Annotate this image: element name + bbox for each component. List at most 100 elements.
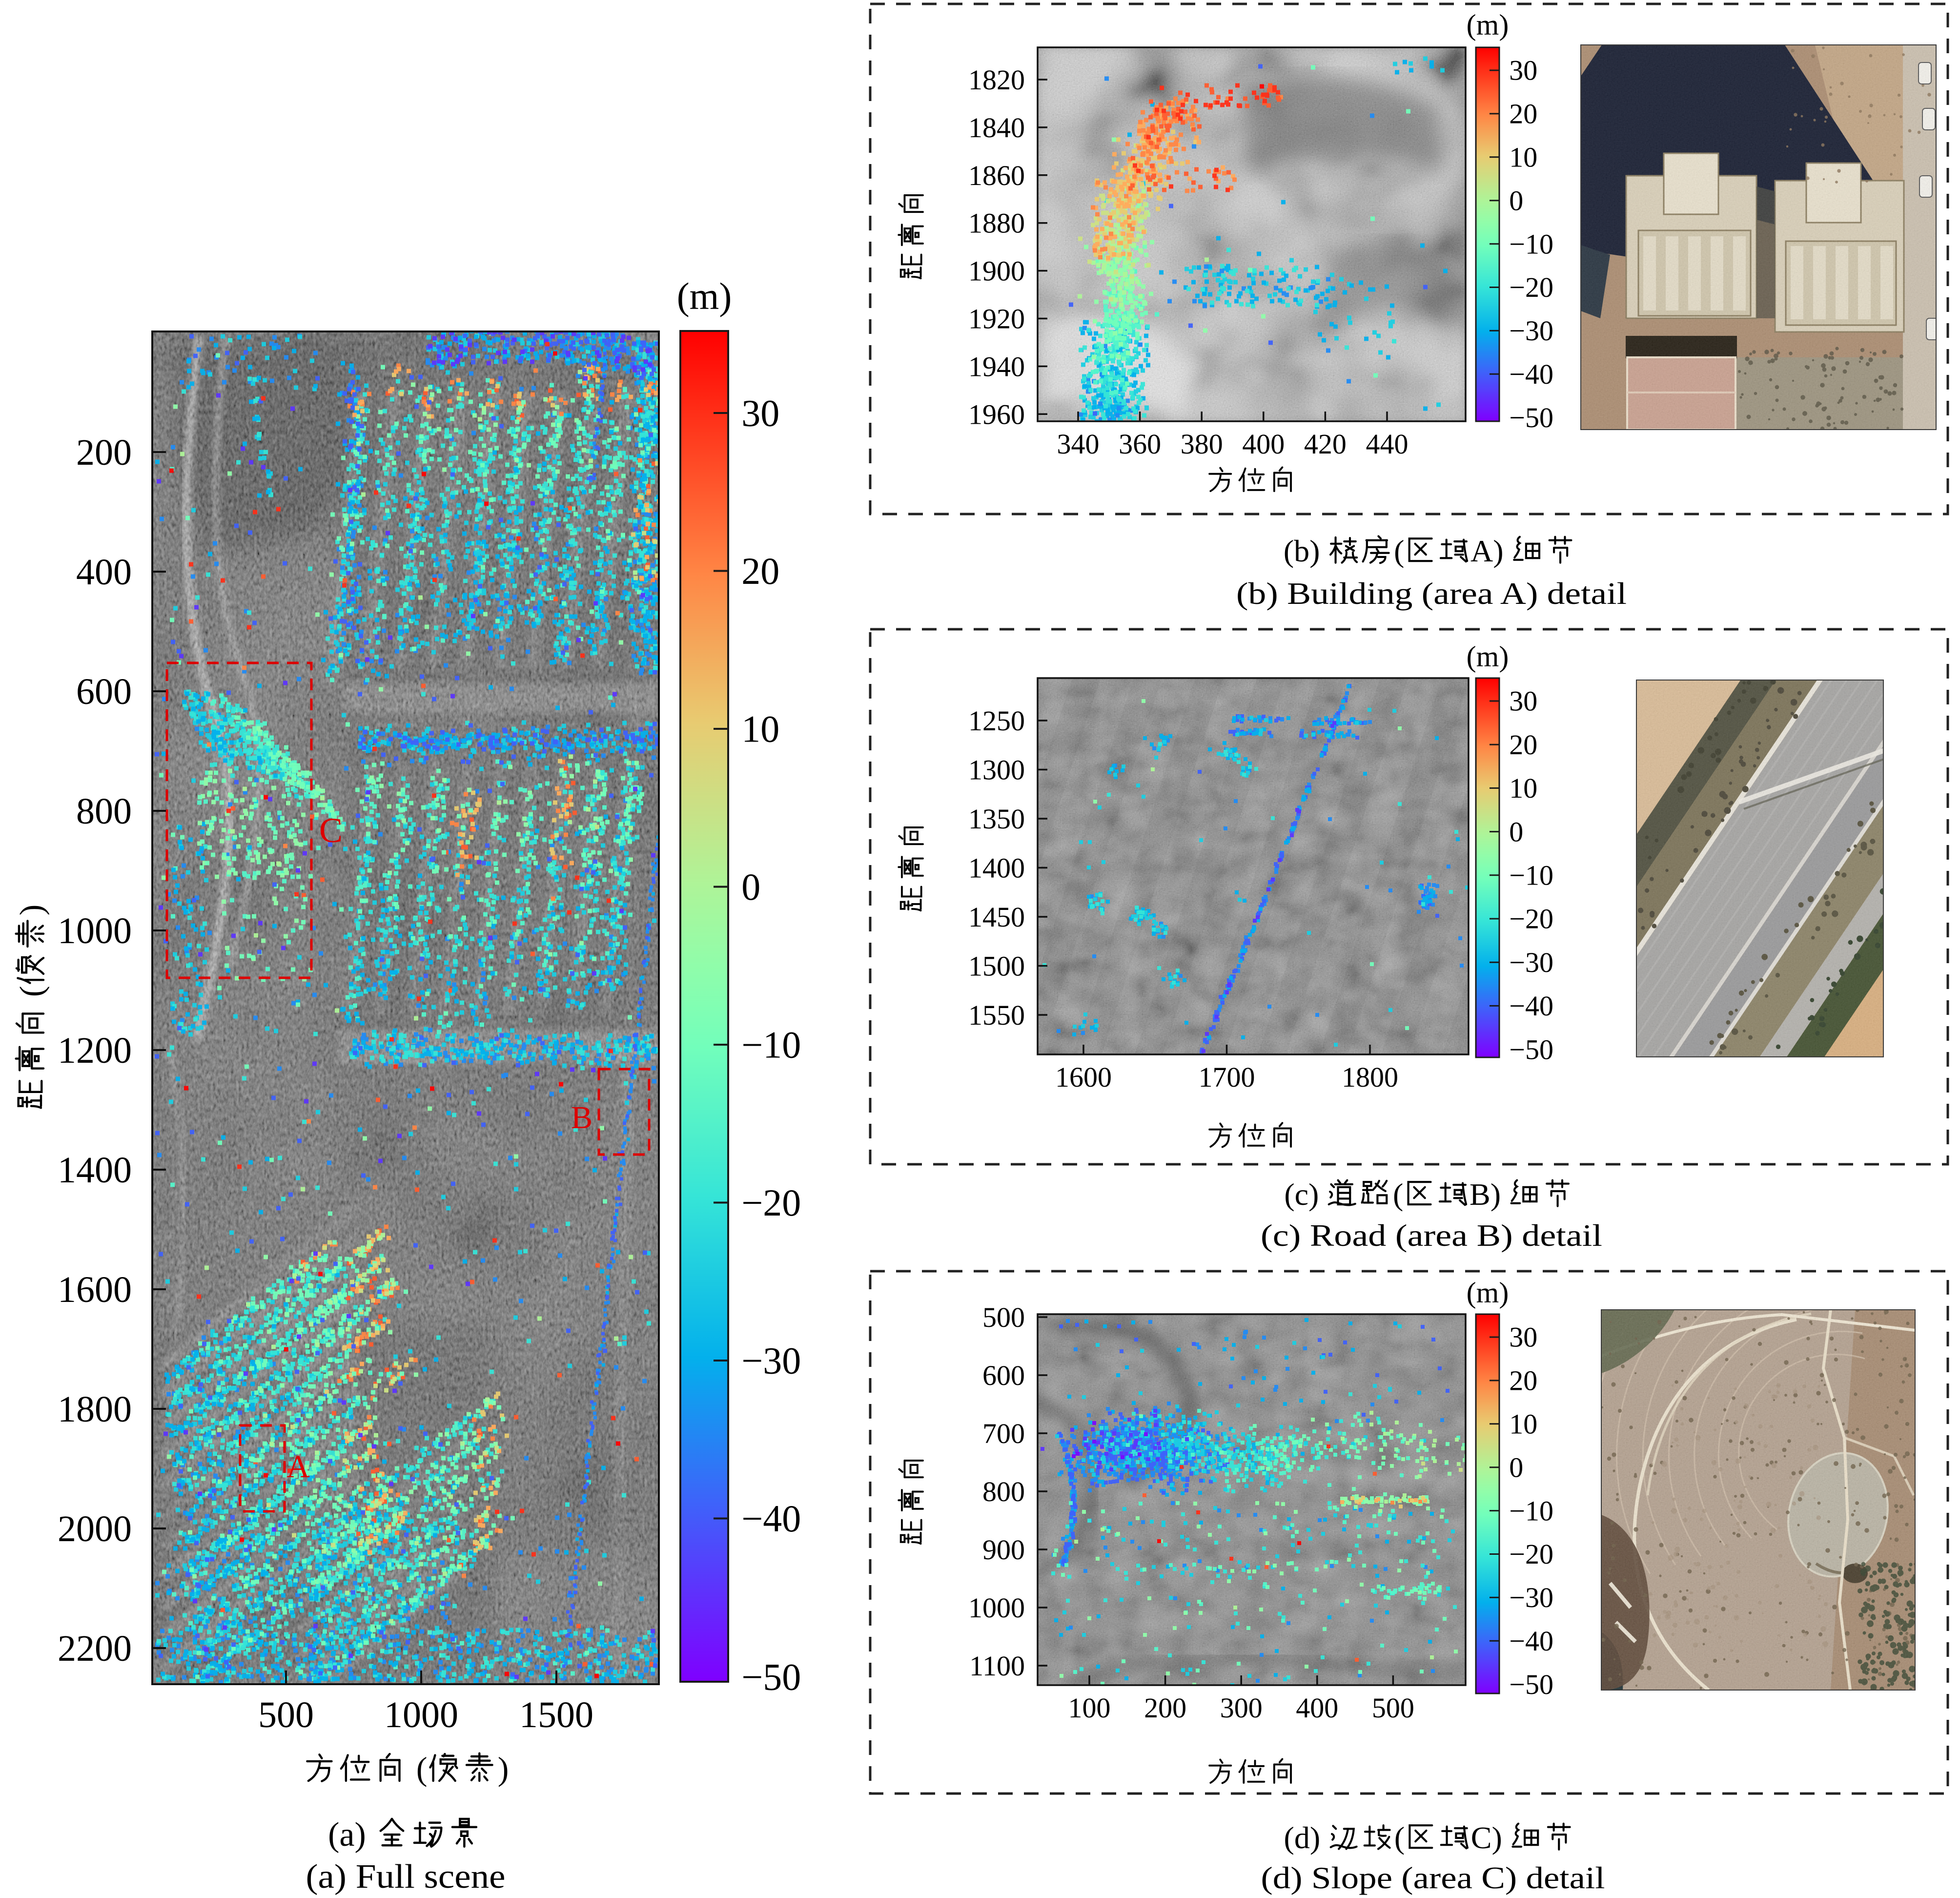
svg-text:(: ( xyxy=(408,1750,428,1787)
svg-text:500: 500 xyxy=(1372,1692,1414,1724)
svg-text:−10: −10 xyxy=(1509,1495,1553,1527)
svg-text:30: 30 xyxy=(1509,685,1537,717)
svg-text:−30: −30 xyxy=(1509,315,1553,347)
svg-text:(: ( xyxy=(13,986,50,1005)
svg-text:1550: 1550 xyxy=(968,999,1025,1031)
svg-text:200: 200 xyxy=(1144,1692,1186,1724)
svg-text:(d): (d) xyxy=(1284,1820,1328,1855)
svg-text:400: 400 xyxy=(1242,428,1285,460)
svg-text:1300: 1300 xyxy=(968,754,1025,786)
svg-text:(b) Building (area A) detail: (b) Building (area A) detail xyxy=(1236,576,1627,611)
svg-text:420: 420 xyxy=(1304,428,1347,460)
svg-text:(: ( xyxy=(1393,1177,1403,1212)
svg-text:300: 300 xyxy=(1220,1692,1263,1724)
svg-text:−50: −50 xyxy=(741,1656,801,1698)
svg-text:1100: 1100 xyxy=(969,1650,1025,1682)
svg-text:1500: 1500 xyxy=(519,1694,593,1735)
svg-text:(a): (a) xyxy=(328,1816,374,1854)
svg-text:1920: 1920 xyxy=(968,303,1025,335)
svg-text:360: 360 xyxy=(1119,428,1161,460)
svg-text:1250: 1250 xyxy=(968,705,1025,737)
svg-text:−10: −10 xyxy=(741,1024,801,1066)
svg-text:−20: −20 xyxy=(741,1181,801,1224)
svg-text:2000: 2000 xyxy=(58,1508,132,1549)
svg-text:0: 0 xyxy=(1509,185,1523,216)
svg-text:(m): (m) xyxy=(677,275,732,317)
svg-text:A): A) xyxy=(1470,534,1511,568)
svg-text:−40: −40 xyxy=(1509,1625,1553,1657)
svg-text:−30: −30 xyxy=(741,1340,801,1382)
svg-text:100: 100 xyxy=(1068,1692,1111,1724)
svg-text:−40: −40 xyxy=(1509,990,1553,1022)
svg-text:1900: 1900 xyxy=(968,255,1025,287)
svg-text:): ) xyxy=(498,1750,509,1787)
svg-text:800: 800 xyxy=(982,1476,1025,1507)
svg-text:B: B xyxy=(571,1100,592,1135)
svg-text:380: 380 xyxy=(1181,428,1223,460)
svg-text:C): C) xyxy=(1471,1820,1510,1855)
svg-text:1940: 1940 xyxy=(968,351,1025,382)
svg-text:B): B) xyxy=(1470,1177,1509,1212)
svg-text:(m): (m) xyxy=(1467,640,1509,673)
svg-text:−20: −20 xyxy=(1509,1538,1553,1570)
svg-text:20: 20 xyxy=(741,550,779,592)
svg-text:30: 30 xyxy=(1509,55,1537,86)
svg-text:(: ( xyxy=(1394,1820,1405,1855)
svg-text:1400: 1400 xyxy=(58,1150,132,1191)
svg-text:−30: −30 xyxy=(1509,1582,1553,1613)
svg-text:1840: 1840 xyxy=(968,112,1025,144)
svg-text:30: 30 xyxy=(1509,1321,1537,1353)
svg-text:1860: 1860 xyxy=(968,160,1025,191)
svg-text:1450: 1450 xyxy=(968,901,1025,933)
svg-text:1350: 1350 xyxy=(968,803,1025,835)
svg-text:1700: 1700 xyxy=(1199,1061,1255,1093)
svg-text:(m): (m) xyxy=(1467,1277,1509,1309)
svg-text:400: 400 xyxy=(1296,1692,1338,1724)
svg-text:900: 900 xyxy=(982,1534,1025,1566)
svg-text:1500: 1500 xyxy=(968,950,1025,982)
svg-text:20: 20 xyxy=(1509,729,1537,761)
svg-text:1000: 1000 xyxy=(384,1694,458,1735)
svg-text:700: 700 xyxy=(982,1418,1025,1449)
svg-text:800: 800 xyxy=(76,791,132,832)
svg-text:(m): (m) xyxy=(1467,9,1509,41)
svg-text:600: 600 xyxy=(76,671,132,712)
svg-text:10: 10 xyxy=(1509,142,1537,173)
svg-text:0: 0 xyxy=(741,866,760,908)
svg-text:1800: 1800 xyxy=(1342,1061,1398,1093)
svg-text:1820: 1820 xyxy=(968,64,1025,96)
svg-text:1000: 1000 xyxy=(58,910,132,951)
svg-text:600: 600 xyxy=(982,1360,1025,1391)
svg-text:−50: −50 xyxy=(1509,402,1553,433)
svg-text:1800: 1800 xyxy=(58,1389,132,1430)
svg-text:−40: −40 xyxy=(741,1497,801,1540)
svg-text:−50: −50 xyxy=(1509,1669,1553,1700)
svg-text:10: 10 xyxy=(1509,1408,1537,1440)
svg-text:−20: −20 xyxy=(1509,903,1553,935)
svg-text:(c) Road (area B) detail: (c) Road (area B) detail xyxy=(1261,1218,1602,1253)
svg-text:(b): (b) xyxy=(1284,534,1328,568)
svg-text:1400: 1400 xyxy=(968,852,1025,884)
svg-text:1600: 1600 xyxy=(58,1269,132,1310)
svg-text:(d) Slope (area C) detail: (d) Slope (area C) detail xyxy=(1261,1860,1605,1895)
svg-text:0: 0 xyxy=(1509,816,1523,847)
svg-text:2200: 2200 xyxy=(58,1628,132,1669)
svg-text:340: 340 xyxy=(1057,428,1100,460)
svg-text:1960: 1960 xyxy=(968,398,1025,430)
svg-text:−50: −50 xyxy=(1509,1033,1553,1065)
svg-text:440: 440 xyxy=(1366,428,1409,460)
svg-text:200: 200 xyxy=(76,432,132,473)
svg-text:C: C xyxy=(319,811,343,850)
svg-text:1000: 1000 xyxy=(968,1592,1025,1624)
svg-text:20: 20 xyxy=(1509,1365,1537,1397)
svg-text:500: 500 xyxy=(258,1694,314,1735)
svg-text:(a) Full scene: (a) Full scene xyxy=(306,1858,506,1896)
svg-text:1600: 1600 xyxy=(1055,1061,1112,1093)
svg-text:400: 400 xyxy=(76,552,132,593)
svg-text:−10: −10 xyxy=(1509,860,1553,891)
svg-text:20: 20 xyxy=(1509,98,1537,130)
svg-text:(c): (c) xyxy=(1284,1177,1327,1212)
svg-text:500: 500 xyxy=(982,1301,1025,1333)
svg-text:(: ( xyxy=(1394,534,1404,568)
svg-text:1880: 1880 xyxy=(968,207,1025,239)
